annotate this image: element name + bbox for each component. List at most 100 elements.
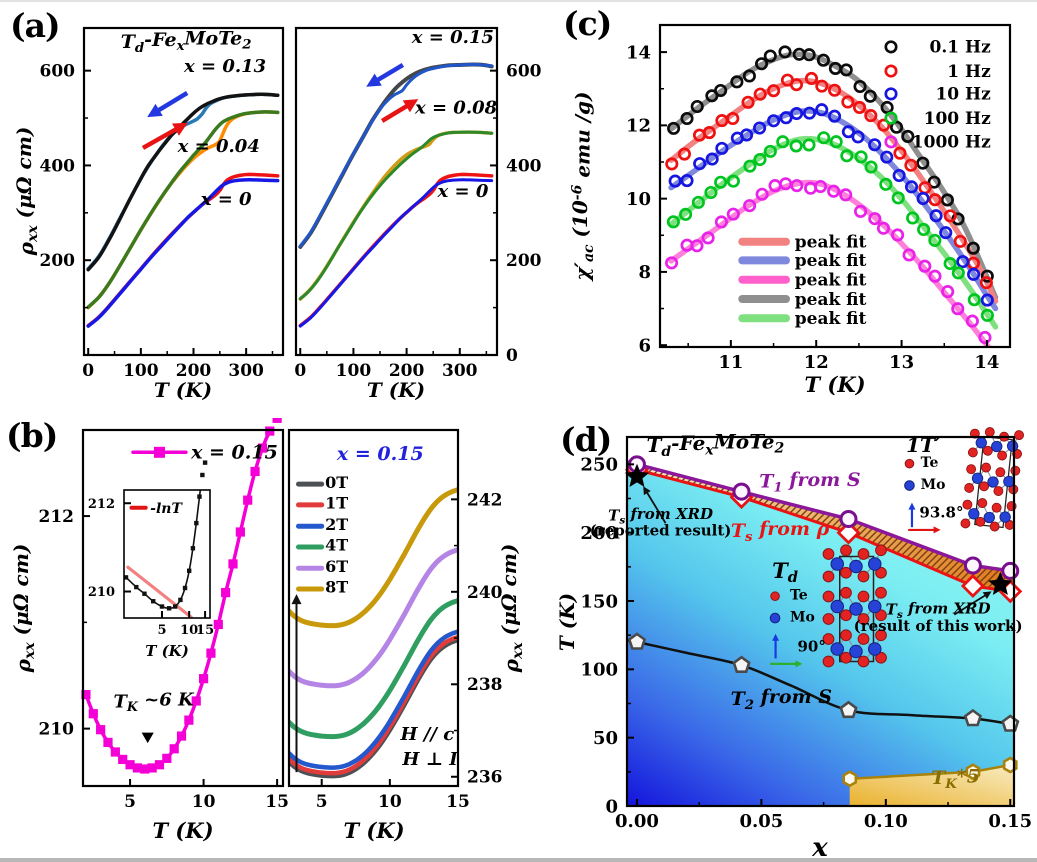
data-10hz bbox=[668, 103, 994, 307]
svg-text:100 Hz: 100 Hz bbox=[924, 109, 991, 129]
legend-swatch bbox=[131, 446, 188, 458]
svg-text:T (K): T (K) bbox=[804, 372, 865, 397]
svg-text:5: 5 bbox=[124, 792, 136, 812]
svg-text:0.10: 0.10 bbox=[864, 811, 908, 832]
tk-annotation: TK ~6 K bbox=[114, 690, 195, 714]
panel-a-right: x = 0.15 x = 0.08 x = 0 T (K) 0 100 200 300 0 200… bbox=[294, 26, 542, 402]
svg-text:TK ~6 K: TK ~6 K bbox=[114, 690, 195, 714]
label-td-structure: Td bbox=[772, 558, 798, 586]
panel-b-left: x = 0.15 TK ~6 K T (K) ρxx (μΩ cm) 5 10 15 210 2… bbox=[9, 418, 289, 843]
page-bottom-edge bbox=[0, 858, 1037, 862]
svg-text:8T: 8T bbox=[325, 578, 348, 597]
x013-warm bbox=[86, 92, 280, 271]
svg-text:x = 0.13: x = 0.13 bbox=[183, 56, 266, 77]
td-mo-label: Mo bbox=[790, 610, 815, 626]
svg-text:200: 200 bbox=[506, 251, 542, 271]
legend-x015: x = 0.15 bbox=[190, 442, 278, 464]
1tp-phase-region bbox=[627, 437, 1014, 572]
svg-text:5: 5 bbox=[157, 623, 166, 638]
svg-text:212: 212 bbox=[88, 497, 115, 512]
svg-text:400: 400 bbox=[506, 156, 542, 176]
label-x0: x = 0 bbox=[200, 189, 252, 210]
svg-text:0: 0 bbox=[506, 346, 518, 366]
svg-text:240: 240 bbox=[467, 583, 503, 603]
svg-text:ρxx (μΩ cm): ρxx (μΩ cm) bbox=[12, 127, 41, 257]
panel-d: Td-FexMoTe2 1T′T1 from STs from ρT2 from … bbox=[556, 427, 1032, 862]
svg-text:T1 from S: T1 from S bbox=[759, 469, 860, 496]
data-1hz bbox=[665, 71, 993, 290]
ylabel: ρxx (μΩ cm) bbox=[497, 544, 526, 674]
svg-text:10: 10 bbox=[180, 623, 198, 638]
inset-xlabel: T (K) bbox=[145, 642, 189, 660]
label-x004: x = 0.04 bbox=[177, 136, 260, 157]
svg-text:H ⊥ I: H ⊥ I bbox=[401, 749, 458, 770]
svg-text:2T: 2T bbox=[325, 515, 348, 534]
svg-text:15: 15 bbox=[446, 792, 470, 812]
svg-text:200: 200 bbox=[580, 523, 618, 544]
panel-label-b: (b) bbox=[6, 416, 58, 455]
legend-0T: 0T bbox=[325, 473, 348, 492]
axis-c: 11 12 13 14 6 8 10 12 14 bbox=[626, 23, 1012, 373]
label-t1-from-s: T1 from S bbox=[759, 469, 860, 496]
svg-text:Te: Te bbox=[921, 455, 939, 471]
1tp-mo-label: Mo bbox=[921, 477, 946, 493]
svg-text:ρxx (μΩ cm): ρxx (μΩ cm) bbox=[9, 544, 38, 674]
label-x015: x = 0.15 bbox=[411, 27, 494, 48]
td-angle-label: 90° bbox=[797, 638, 825, 656]
x0-cool bbox=[86, 177, 280, 328]
curve-2T bbox=[289, 629, 458, 770]
annotation-xrd-reported-2: (reported result) bbox=[590, 521, 732, 539]
label-t2-from-s: T2 from S bbox=[731, 686, 832, 713]
svg-text:150: 150 bbox=[580, 591, 618, 612]
svg-text:T (K): T (K) bbox=[145, 642, 189, 660]
inset-curve bbox=[123, 460, 208, 611]
legend-marker-100hz bbox=[884, 111, 898, 125]
curve-8T bbox=[289, 487, 458, 629]
crystal-structure-td bbox=[822, 544, 887, 668]
svg-text:x = 0.15: x = 0.15 bbox=[190, 442, 278, 464]
svg-text:100: 100 bbox=[123, 361, 159, 381]
panel-d-phase-diagram: Td-FexMoTe2 1T′T1 from STs from ρT2 from … bbox=[556, 427, 1032, 862]
axis-d: 0.00 0.05 0.10 0.15 0 50 100 150 200 250 bbox=[580, 435, 1032, 832]
svg-text:12: 12 bbox=[626, 116, 651, 137]
svg-text:14: 14 bbox=[626, 42, 651, 63]
svg-text:0.05: 0.05 bbox=[739, 811, 783, 832]
panel-title: Td-FexMoTe2 bbox=[121, 27, 252, 55]
ylabel: χ′ac (10-6 emu /g) bbox=[568, 92, 597, 283]
svg-text:Te: Te bbox=[790, 588, 808, 604]
svg-text:0: 0 bbox=[605, 796, 618, 817]
x013-cool bbox=[86, 92, 280, 272]
svg-text:0.15: 0.15 bbox=[988, 811, 1032, 832]
lnT-fit bbox=[126, 565, 193, 618]
xlabel: T (K) bbox=[804, 372, 865, 397]
panel-b-kondo-chart: x = 0.15 TK ~6 K T (K) ρxx (μΩ cm) 5 10 15 210 2… bbox=[9, 418, 526, 843]
legend-1000hz: 1000 Hz bbox=[912, 133, 991, 153]
peakfit-label-5: peak fit bbox=[795, 309, 867, 329]
panel-title: Td-FexMoTe2 bbox=[646, 429, 784, 460]
svg-text:210: 210 bbox=[39, 720, 75, 740]
svg-text:χ′ac (10-6 emu /g): χ′ac (10-6 emu /g) bbox=[568, 92, 597, 283]
peakfit-label-4: peak fit bbox=[795, 290, 867, 310]
svg-text:10: 10 bbox=[378, 792, 402, 812]
svg-text:0T: 0T bbox=[325, 473, 348, 492]
svg-text:15: 15 bbox=[265, 792, 289, 812]
ts-xrd-stars bbox=[624, 463, 1013, 595]
legend-1T: 1T bbox=[325, 494, 348, 513]
svg-text:13: 13 bbox=[889, 352, 914, 373]
legend-marker-0p1hz bbox=[884, 40, 898, 54]
svg-text:400: 400 bbox=[40, 156, 76, 176]
svg-text:100: 100 bbox=[336, 361, 372, 381]
svg-text:210: 210 bbox=[88, 585, 115, 600]
panel-label-d: (d) bbox=[560, 420, 612, 459]
label-x008: x = 0.08 bbox=[414, 97, 498, 118]
curve-4T bbox=[289, 598, 458, 740]
cool-arrow bbox=[366, 63, 405, 87]
legend-marker-10hz bbox=[884, 87, 898, 101]
axis-a-right: 0 100 200 300 0 200 400 600 bbox=[294, 26, 542, 381]
svg-text:10 Hz: 10 Hz bbox=[935, 85, 991, 105]
svg-text:peak fit: peak fit bbox=[795, 270, 867, 290]
hysteresis-band-hatch bbox=[627, 461, 1014, 592]
legend-100hz: 100 Hz bbox=[924, 109, 991, 129]
